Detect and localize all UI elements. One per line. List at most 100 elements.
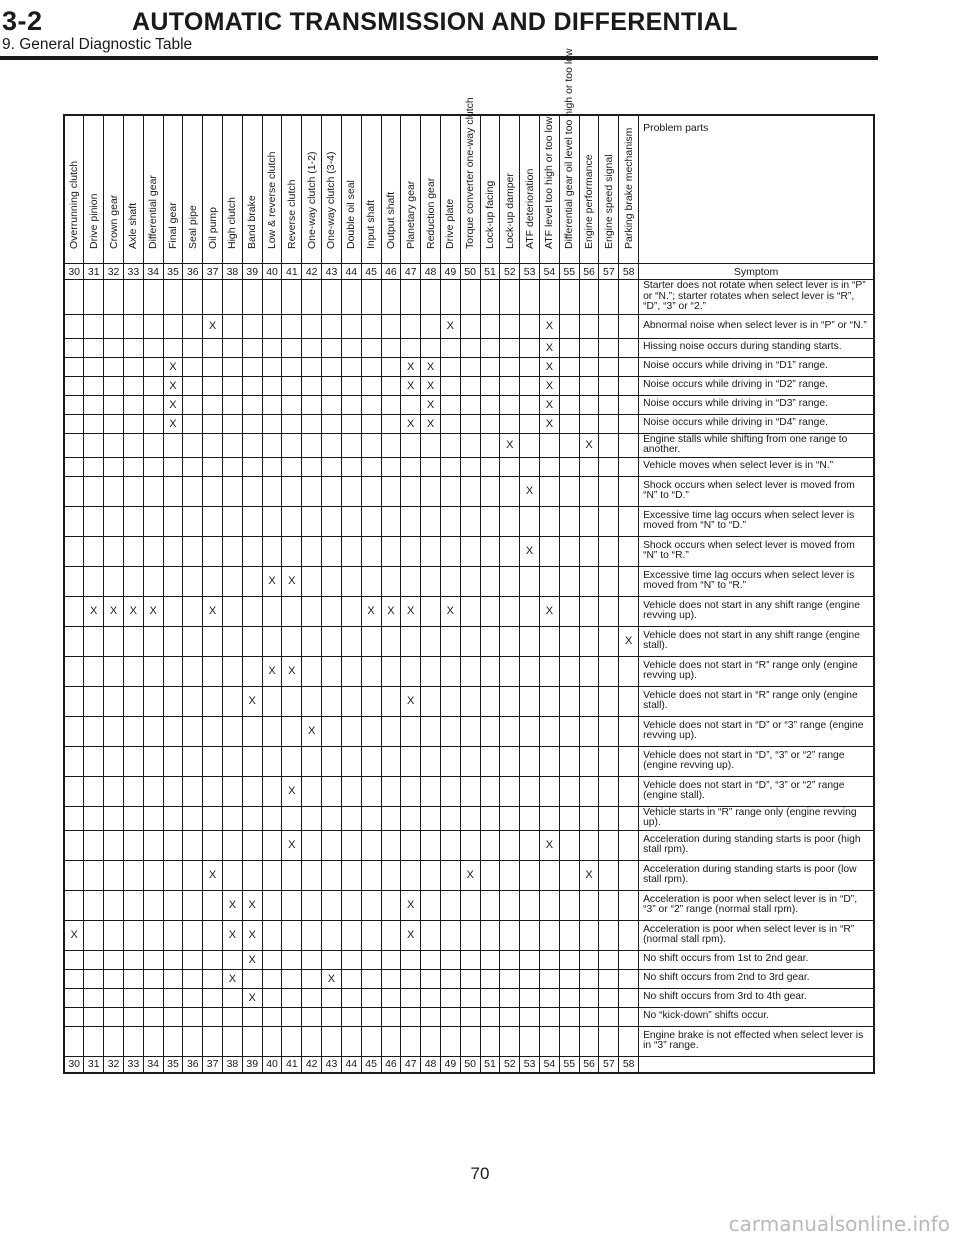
mark-cell xyxy=(103,968,124,989)
mark-cell xyxy=(103,313,124,339)
mark-cell xyxy=(182,394,204,415)
mark-cell xyxy=(321,565,342,597)
watermark: carmanualsonline.info xyxy=(728,1212,950,1236)
symptom-row: X X X Noise occurs while driving in “D3” ra… xyxy=(63,394,875,415)
mark-cell xyxy=(122,685,144,717)
symptom-row: X No shift occurs from 3rd to 4th gear. xyxy=(63,987,875,1008)
mark-cell xyxy=(182,949,204,970)
mark-cell xyxy=(103,356,124,377)
mark-cell xyxy=(142,949,164,970)
mark-cell xyxy=(202,655,223,687)
part-header: Double oil seal xyxy=(340,114,362,264)
symptom-row: X X Engine stalls while shifting from one … xyxy=(63,432,875,458)
column-number: 45 xyxy=(360,263,382,280)
mark-cell xyxy=(499,456,521,477)
mark-cell xyxy=(162,337,184,358)
symptom-text: Abnormal noise when select lever is in “… xyxy=(638,313,875,339)
mark-cell xyxy=(499,715,521,747)
mark-cell xyxy=(340,432,362,458)
column-number: 56 xyxy=(578,1055,600,1073)
mark-cell xyxy=(519,313,540,339)
mark-cell xyxy=(439,919,461,951)
mark-cell xyxy=(598,775,620,807)
mark-cell xyxy=(558,655,580,687)
mark-cell xyxy=(598,987,620,1008)
mark-cell xyxy=(479,685,501,717)
mark-cell xyxy=(400,805,422,831)
mark-cell xyxy=(103,375,124,396)
mark-cell xyxy=(578,919,600,951)
mark-cell xyxy=(182,715,204,747)
mark-x: X xyxy=(578,432,600,458)
mark-cell xyxy=(578,535,600,567)
mark-cell xyxy=(598,565,620,597)
mark-cell xyxy=(499,565,521,597)
symptom-text: Vehicle does not start in “R” range only… xyxy=(638,655,875,687)
mark-cell xyxy=(479,949,501,970)
mark-cell xyxy=(420,1006,441,1027)
mark-cell xyxy=(558,987,580,1008)
mark-cell xyxy=(142,535,164,567)
mark-cell xyxy=(202,535,223,567)
part-header: Axle shaft xyxy=(122,114,144,264)
mark-cell xyxy=(459,394,481,415)
mark-cell xyxy=(439,655,461,687)
mark-cell xyxy=(618,505,640,537)
part-header: One-way clutch (3-4) xyxy=(321,114,342,264)
mark-cell xyxy=(122,1006,144,1027)
mark-cell xyxy=(380,968,402,989)
mark-cell xyxy=(539,775,560,807)
mark-cell xyxy=(321,715,342,747)
mark-cell xyxy=(618,337,640,358)
mark-cell xyxy=(321,1006,342,1027)
mark-cell xyxy=(519,279,540,315)
symptom-row: X Vehicle does not start in any shift ran… xyxy=(63,625,875,657)
mark-x: X xyxy=(519,535,540,567)
mark-cell xyxy=(63,313,85,339)
part-name: Torque converter one-way clutch xyxy=(463,96,476,249)
symptom-row: X X Acceleration during standing starts is… xyxy=(63,829,875,861)
mark-cell xyxy=(261,394,283,415)
mark-cell xyxy=(479,595,501,627)
mark-cell xyxy=(83,375,105,396)
mark-cell xyxy=(83,859,105,891)
mark-cell xyxy=(142,375,164,396)
part-name: Reduction gear xyxy=(424,177,437,249)
mark-cell xyxy=(618,889,640,921)
mark-cell xyxy=(479,775,501,807)
mark-cell xyxy=(103,919,124,951)
mark-cell xyxy=(459,279,481,315)
mark-cell xyxy=(558,745,580,777)
mark-cell xyxy=(301,413,323,434)
mark-cell xyxy=(241,313,263,339)
mark-x: X xyxy=(222,968,243,989)
mark-x: X xyxy=(241,987,263,1008)
mark-cell xyxy=(241,775,263,807)
mark-cell xyxy=(340,859,362,891)
mark-cell xyxy=(558,949,580,970)
symptom-text: Vehicle does not start in “R” range only… xyxy=(638,685,875,717)
mark-cell xyxy=(598,919,620,951)
mark-cell xyxy=(598,805,620,831)
mark-cell xyxy=(122,313,144,339)
part-name: Band brake xyxy=(245,194,258,249)
mark-cell xyxy=(360,356,382,377)
mark-cell xyxy=(420,279,441,315)
mark-cell xyxy=(281,805,303,831)
mark-x: X xyxy=(400,375,422,396)
symptom-text: Excessive time lag occurs when select le… xyxy=(638,505,875,537)
mark-cell xyxy=(519,394,540,415)
mark-cell xyxy=(122,919,144,951)
mark-cell xyxy=(420,805,441,831)
mark-cell xyxy=(301,475,323,507)
column-number: 41 xyxy=(281,263,303,280)
symptom-row: X Vehicle does not start in “D”, “3” or “… xyxy=(63,775,875,807)
mark-cell xyxy=(281,595,303,627)
mark-cell xyxy=(63,375,85,396)
mark-cell xyxy=(301,745,323,777)
mark-cell xyxy=(380,919,402,951)
mark-cell xyxy=(558,535,580,567)
mark-cell xyxy=(439,413,461,434)
mark-cell xyxy=(103,715,124,747)
mark-cell xyxy=(301,394,323,415)
